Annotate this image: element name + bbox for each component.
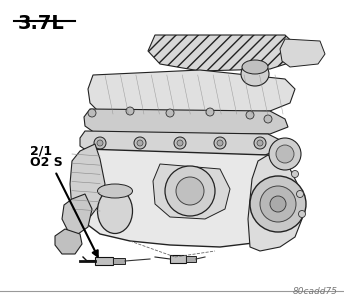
Circle shape (97, 140, 103, 146)
Circle shape (176, 177, 204, 205)
Circle shape (264, 115, 272, 123)
Polygon shape (153, 164, 230, 219)
Circle shape (177, 140, 183, 146)
FancyBboxPatch shape (170, 255, 186, 263)
Polygon shape (55, 229, 82, 254)
Circle shape (174, 137, 186, 149)
Ellipse shape (97, 184, 132, 198)
FancyBboxPatch shape (95, 257, 113, 265)
Ellipse shape (241, 62, 269, 86)
Text: O2 S: O2 S (30, 156, 63, 170)
Ellipse shape (97, 188, 132, 234)
Circle shape (214, 137, 226, 149)
Circle shape (297, 190, 303, 198)
Circle shape (246, 111, 254, 119)
Polygon shape (88, 70, 295, 115)
FancyBboxPatch shape (186, 256, 196, 262)
Circle shape (126, 107, 134, 115)
Polygon shape (84, 109, 288, 134)
Text: 2/1: 2/1 (30, 144, 52, 158)
Circle shape (254, 137, 266, 149)
Polygon shape (70, 144, 105, 219)
Polygon shape (80, 131, 282, 155)
Circle shape (217, 140, 223, 146)
Circle shape (276, 145, 294, 163)
Circle shape (206, 108, 214, 116)
Ellipse shape (242, 60, 268, 74)
Circle shape (291, 170, 299, 178)
FancyBboxPatch shape (113, 258, 125, 264)
Circle shape (250, 176, 306, 232)
Circle shape (88, 109, 96, 117)
Circle shape (137, 140, 143, 146)
Circle shape (299, 210, 305, 217)
Circle shape (134, 137, 146, 149)
Polygon shape (248, 155, 302, 251)
Circle shape (94, 137, 106, 149)
Polygon shape (62, 194, 92, 234)
Circle shape (165, 166, 215, 216)
Circle shape (166, 109, 174, 117)
Text: 80cadd75: 80cadd75 (293, 287, 338, 296)
Circle shape (270, 196, 286, 212)
Polygon shape (75, 149, 295, 247)
Polygon shape (148, 35, 300, 71)
Circle shape (257, 140, 263, 146)
Circle shape (260, 186, 296, 222)
Polygon shape (280, 39, 325, 67)
Circle shape (269, 138, 301, 170)
Text: 3.7L: 3.7L (18, 14, 65, 33)
